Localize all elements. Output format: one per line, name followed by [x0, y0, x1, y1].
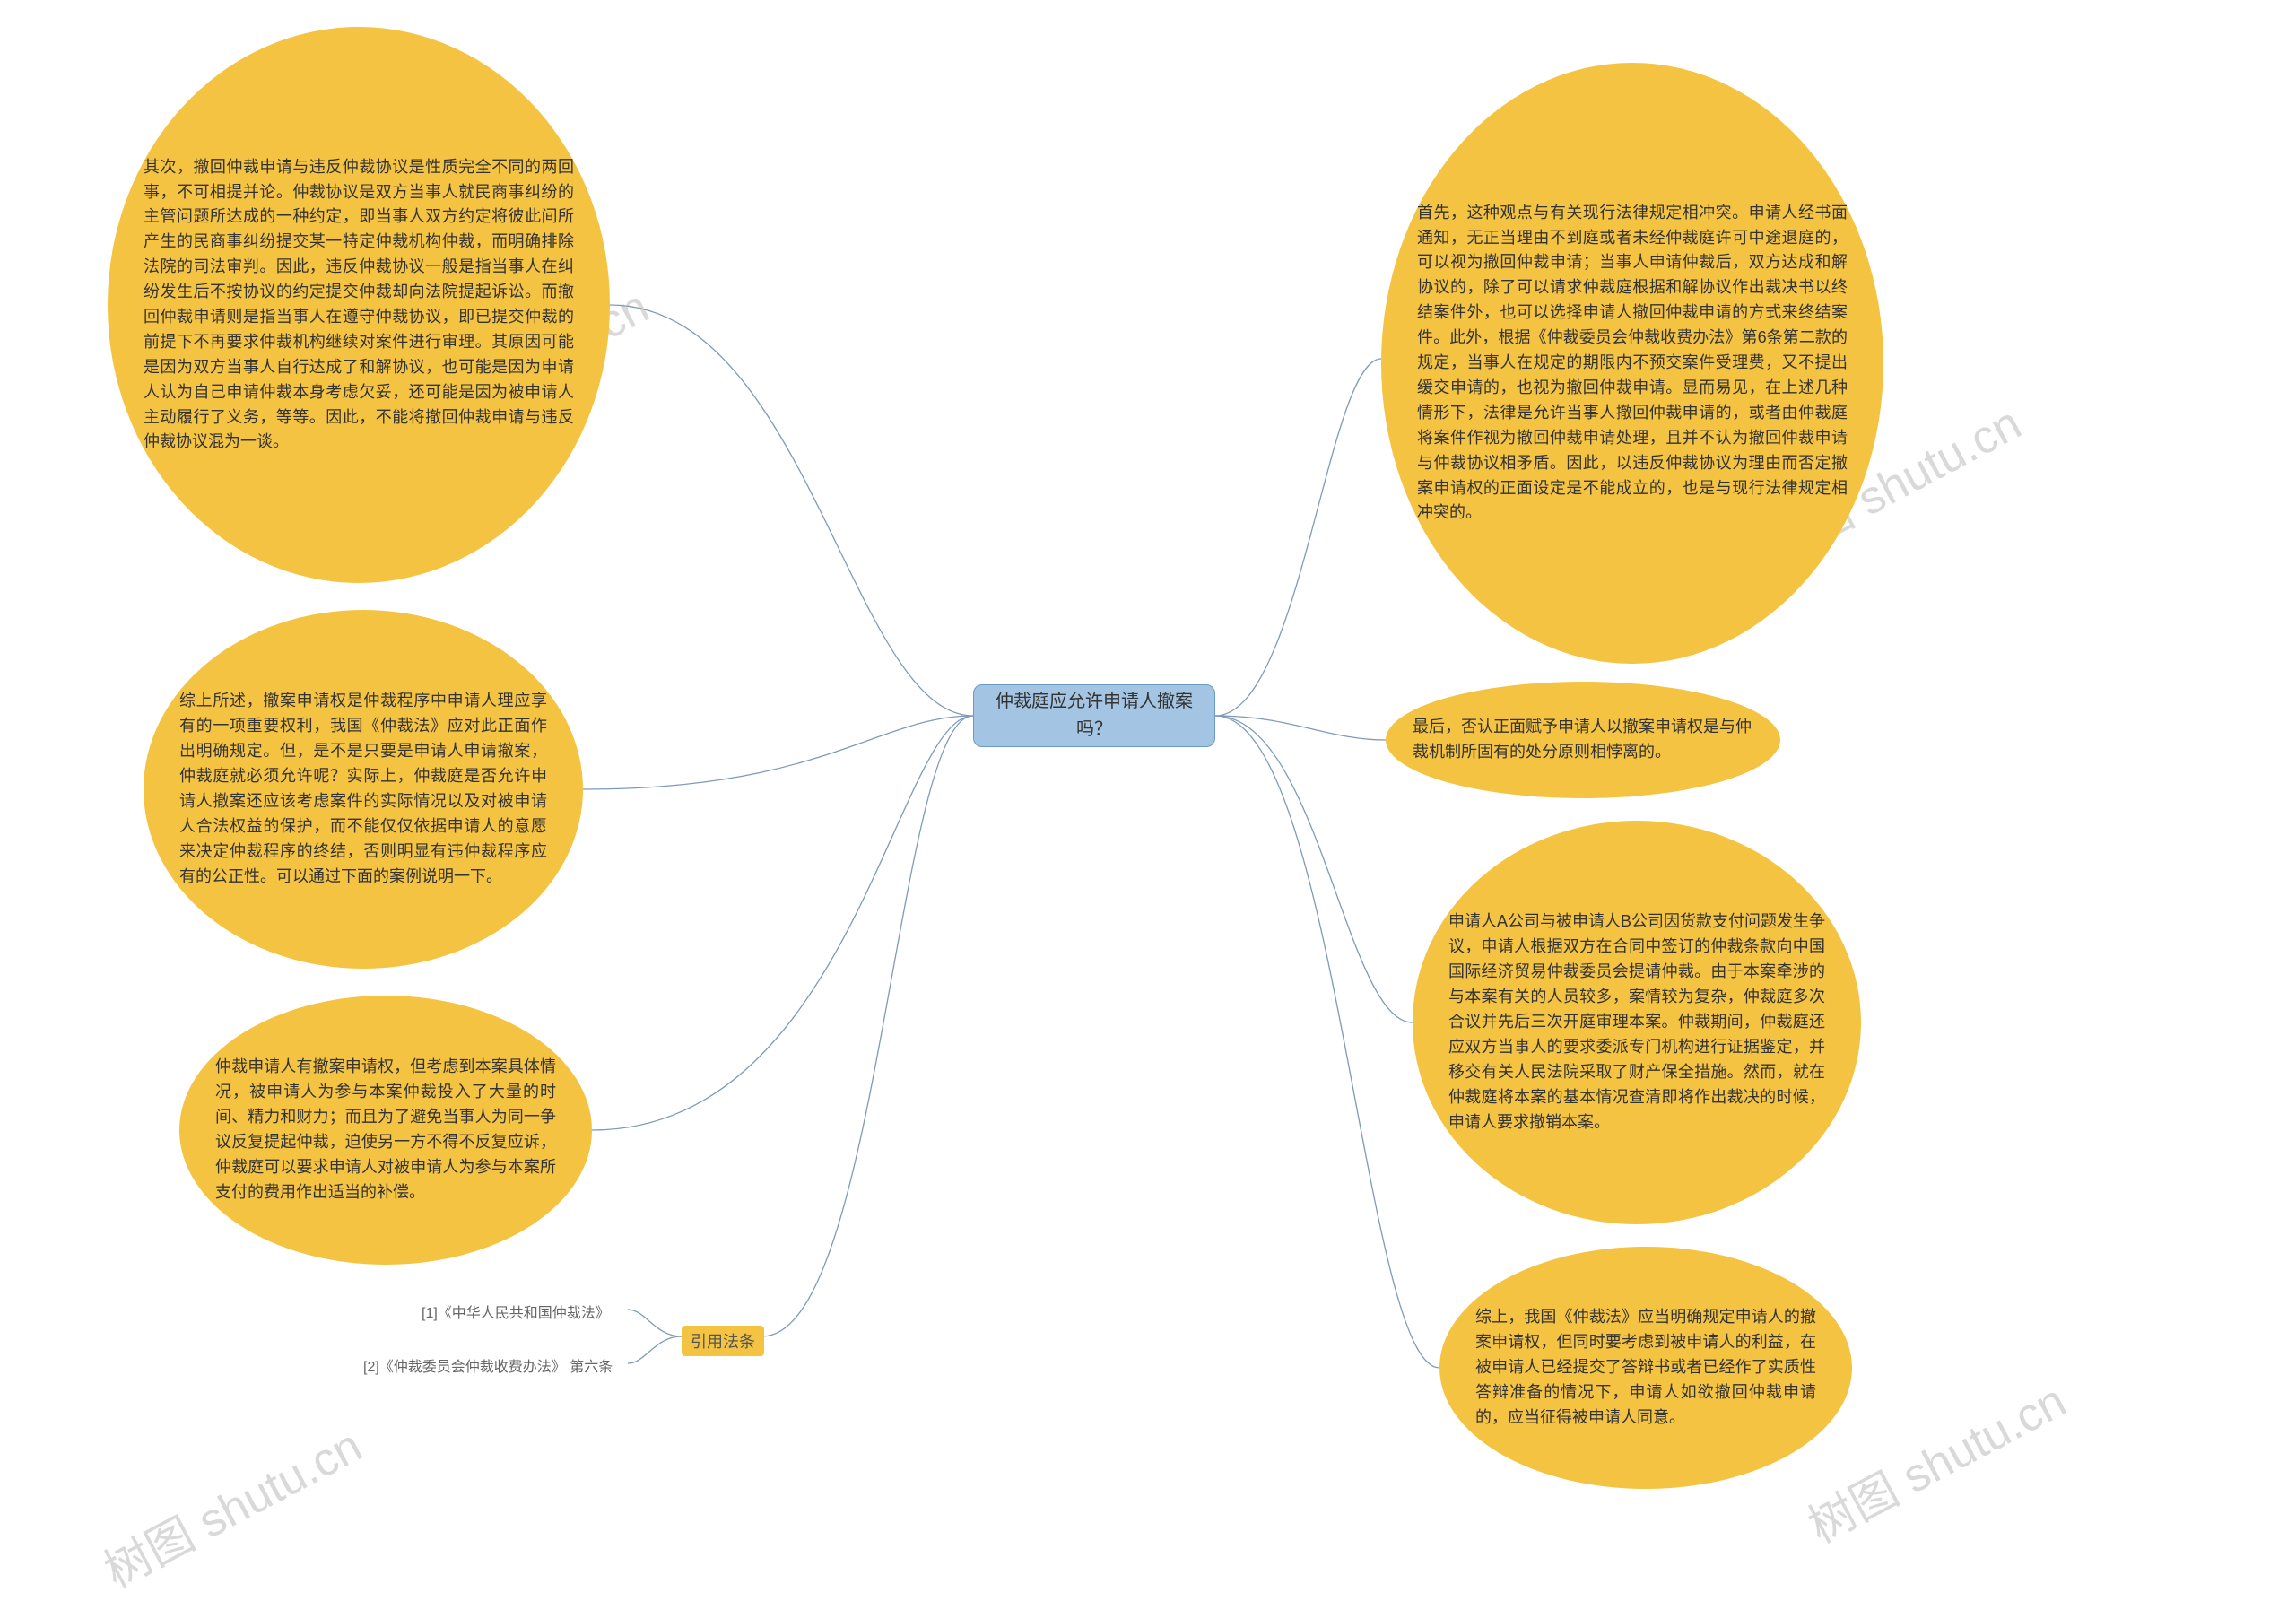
- right-node-4-text: 综上，我国《仲裁法》应当明确规定申请人的撤案申请权，但同时要考虑到被申请人的利益…: [1475, 1305, 1816, 1430]
- right-node-3: 申请人A公司与被申请人B公司因货款支付问题发生争议，申请人根据双方在合同中签订的…: [1413, 821, 1861, 1224]
- references-label: 引用法条: [682, 1326, 764, 1356]
- reference-item-2: [2]《仲裁委员会仲裁收费办法》 第六条: [363, 1354, 613, 1376]
- center-node: 仲裁庭应允许申请人撤案吗？: [973, 684, 1215, 747]
- right-node-4: 综上，我国《仲裁法》应当明确规定申请人的撤案申请权，但同时要考虑到被申请人的利益…: [1439, 1247, 1852, 1489]
- right-node-1: 首先，这种观点与有关现行法律规定相冲突。申请人经书面通知，无正当理由不到庭或者未…: [1381, 63, 1883, 664]
- reference-item-1: [1]《中华人民共和国仲裁法》: [422, 1301, 610, 1322]
- left-node-2-text: 综上所述，撤案申请权是仲裁程序中申请人理应享有的一项重要权利，我国《仲裁法》应对…: [179, 689, 547, 889]
- right-node-2-text: 最后，否认正面赋予申请人以撤案申请权是与仲裁机制所固有的处分原则相悖离的。: [1413, 715, 1753, 765]
- left-node-2: 综上所述，撤案申请权是仲裁程序中申请人理应享有的一项重要权利，我国《仲裁法》应对…: [144, 610, 583, 969]
- right-node-3-text: 申请人A公司与被申请人B公司因货款支付问题发生争议，申请人根据双方在合同中签订的…: [1448, 909, 1825, 1135]
- left-node-3: 仲裁申请人有撤案申请权，但考虑到本案具体情况，被申请人为参与本案仲裁投入了大量的…: [179, 996, 592, 1265]
- right-node-1-text: 首先，这种观点与有关现行法律规定相冲突。申请人经书面通知，无正当理由不到庭或者未…: [1417, 201, 1848, 526]
- left-node-1: 其次，撤回仲裁申请与违反仲裁协议是性质完全不同的两回事，不可相提并论。仲裁协议是…: [108, 27, 610, 583]
- right-node-2: 最后，否认正面赋予申请人以撤案申请权是与仲裁机制所固有的处分原则相悖离的。: [1386, 682, 1780, 798]
- center-node-text: 仲裁庭应允许申请人撤案吗？: [990, 688, 1198, 744]
- left-node-1-text: 其次，撤回仲裁申请与违反仲裁协议是性质完全不同的两回事，不可相提并论。仲裁协议是…: [144, 155, 574, 456]
- left-node-3-text: 仲裁申请人有撤案申请权，但考虑到本案具体情况，被申请人为参与本案仲裁投入了大量的…: [215, 1055, 556, 1205]
